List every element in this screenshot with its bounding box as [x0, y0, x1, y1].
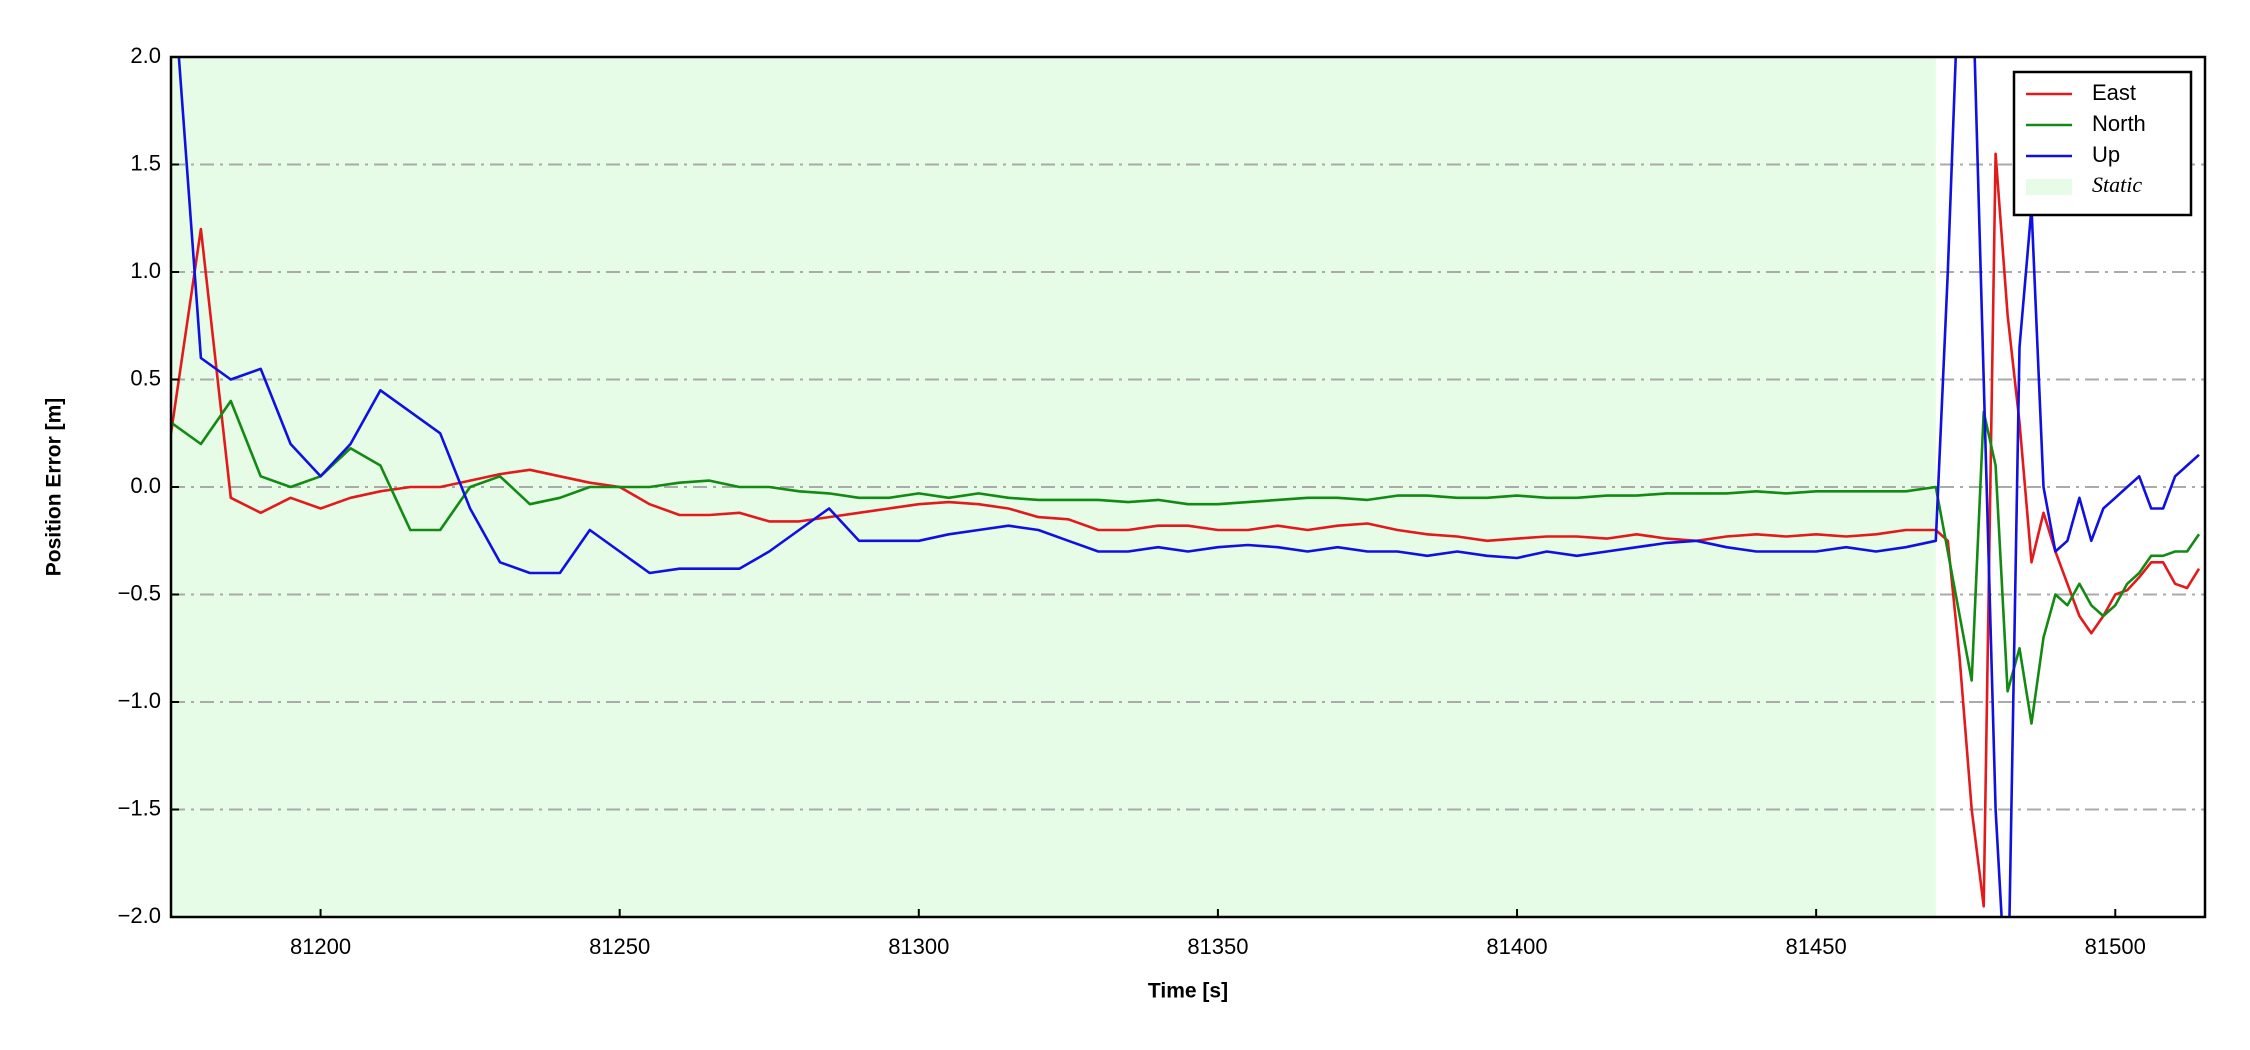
legend-label: Up — [2092, 142, 2120, 167]
y-tick-label: −1.0 — [118, 688, 161, 713]
y-tick-label: −2.0 — [118, 903, 161, 928]
y-axis-label: Position Error [m] — [43, 398, 66, 577]
y-tick-label: 0.0 — [130, 473, 161, 498]
legend-label: East — [2092, 80, 2136, 105]
y-tick-label: 1.0 — [130, 258, 161, 283]
y-tick-label: 2.0 — [130, 43, 161, 68]
y-tick-label: 0.5 — [130, 365, 161, 390]
series-line — [177, 57, 2200, 917]
x-tick-label: 81250 — [589, 934, 650, 959]
series-line — [171, 399, 2201, 725]
legend-label: Static — [2092, 172, 2142, 197]
x-tick-label: 81350 — [1187, 934, 1248, 959]
x-tick-label: 81200 — [290, 934, 351, 959]
x-tick-label: 81400 — [1486, 934, 1547, 959]
x-axis-label: Time [s] — [1148, 980, 1228, 1003]
x-tick-label: 81300 — [888, 934, 949, 959]
legend-swatch — [2026, 179, 2072, 195]
plot-area — [171, 57, 2205, 917]
y-tick-label: −1.5 — [118, 795, 161, 820]
x-tick-label: 81500 — [2085, 934, 2146, 959]
x-tick-label: 81450 — [1786, 934, 1847, 959]
plot-frame — [169, 55, 2207, 919]
y-tick-label: 1.5 — [130, 150, 161, 175]
y-tick-label: −0.5 — [118, 580, 161, 605]
series-line — [171, 152, 2201, 908]
legend-label: North — [2092, 111, 2146, 136]
